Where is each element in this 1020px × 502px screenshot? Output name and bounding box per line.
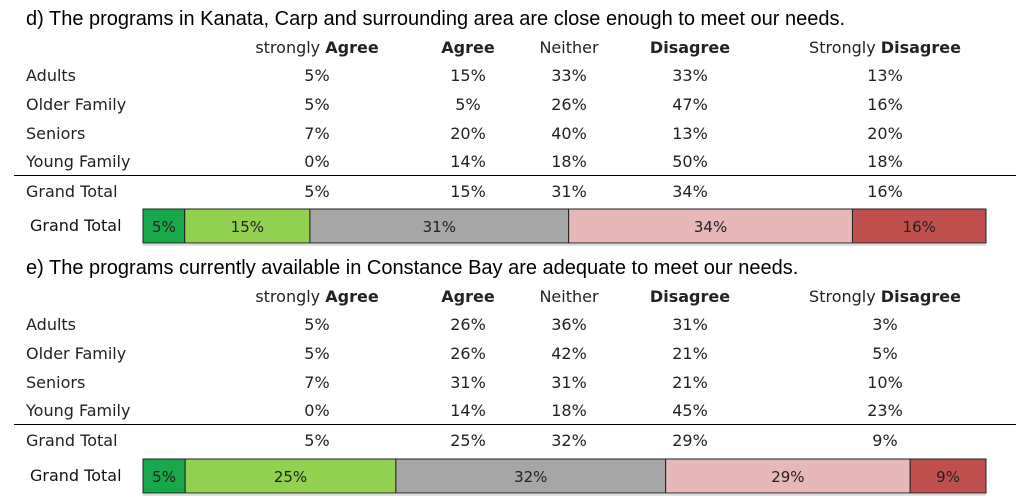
- header-neither: Neither: [539, 287, 599, 306]
- row-label: Grand Total: [26, 431, 118, 450]
- cell-value: 42%: [551, 344, 587, 363]
- bar-segment-strongly-disagree: [851, 208, 987, 244]
- header-agree: Agree: [441, 287, 495, 306]
- cell-value: 5%: [455, 95, 481, 114]
- question-title: e) The programs currently available in C…: [26, 257, 799, 279]
- cell-value: 34%: [672, 182, 708, 201]
- cell-value: 14%: [450, 401, 486, 420]
- bar-segment-agree: [184, 458, 397, 494]
- cell-value: 18%: [551, 401, 587, 420]
- cell-value: 16%: [867, 95, 903, 114]
- cell-value: 26%: [450, 344, 486, 363]
- cell-value: 7%: [304, 124, 330, 143]
- bar-segment-strongly-disagree: [909, 458, 987, 494]
- cell-value: 7%: [304, 373, 330, 392]
- data-label: 32%: [514, 468, 547, 486]
- row-label: Older Family: [26, 95, 127, 114]
- cell-value: 21%: [672, 373, 708, 392]
- cell-value: 31%: [551, 373, 587, 392]
- row-label: Adults: [26, 315, 77, 334]
- cell-value: 31%: [672, 315, 708, 334]
- cell-value: 10%: [867, 373, 903, 392]
- row-label: Grand Total: [26, 182, 118, 201]
- data-label: 31%: [423, 218, 456, 236]
- row-label: Young Family: [26, 401, 131, 420]
- cell-value: 5%: [304, 344, 330, 363]
- cell-value: 0%: [304, 401, 330, 420]
- cell-value: 5%: [304, 431, 330, 450]
- cell-value: 25%: [450, 431, 486, 450]
- section-e: e) The programs currently available in C…: [0, 250, 1020, 502]
- cell-value: 36%: [551, 315, 587, 334]
- row-label: Adults: [26, 66, 77, 85]
- bar-category-label: Grand Total: [30, 466, 122, 485]
- cell-value: 40%: [551, 124, 587, 143]
- cell-value: 15%: [450, 66, 486, 85]
- table-divider: [14, 175, 1016, 176]
- data-label: 16%: [903, 218, 936, 236]
- bar-segment-disagree: [665, 458, 911, 494]
- stacked-bar-chart: 5% 25% 32% 29% 9%: [142, 458, 987, 496]
- bar-segment-disagree: [568, 208, 853, 244]
- row-label: Young Family: [26, 152, 131, 171]
- cell-value: 3%: [872, 315, 898, 334]
- cell-value: 5%: [304, 95, 330, 114]
- header-disagree: Disagree: [649, 287, 731, 306]
- cell-value: 15%: [450, 182, 486, 201]
- data-label: 15%: [231, 218, 264, 236]
- stacked-bar-chart: 5% 15% 31% 34% 16%: [142, 208, 987, 246]
- bar-category-label: Grand Total: [30, 216, 122, 235]
- cell-value: 31%: [551, 182, 587, 201]
- data-label: 9%: [936, 468, 960, 486]
- cell-value: 5%: [304, 182, 330, 201]
- cell-value: 13%: [672, 124, 708, 143]
- bar-segment-strongly-agree: [142, 208, 186, 244]
- cell-value: 5%: [304, 315, 330, 334]
- bar-segment-strongly-agree: [142, 458, 186, 494]
- header-strongly-agree: strongly Agree: [255, 38, 379, 57]
- cell-value: 29%: [672, 431, 708, 450]
- header-agree: Agree: [441, 38, 495, 57]
- cell-value: 21%: [672, 344, 708, 363]
- table-divider: [14, 424, 1016, 425]
- header-strongly-disagree: Strongly Disagree: [809, 287, 961, 306]
- data-label: 5%: [152, 218, 176, 236]
- data-label: 34%: [694, 218, 727, 236]
- cell-value: 18%: [867, 152, 903, 171]
- bar-segment-neither: [309, 208, 570, 244]
- data-label: 5%: [152, 468, 176, 486]
- cell-value: 9%: [872, 431, 898, 450]
- cell-value: 18%: [551, 152, 587, 171]
- cell-value: 26%: [450, 315, 486, 334]
- row-label: Seniors: [26, 373, 86, 392]
- row-label: Seniors: [26, 124, 86, 143]
- cell-value: 0%: [304, 152, 330, 171]
- cell-value: 23%: [867, 401, 903, 420]
- cell-value: 33%: [551, 66, 587, 85]
- cell-value: 31%: [450, 373, 486, 392]
- cell-value: 50%: [672, 152, 708, 171]
- cell-value: 33%: [672, 66, 708, 85]
- cell-value: 14%: [450, 152, 486, 171]
- cell-value: 20%: [450, 124, 486, 143]
- section-d: d) The programs in Kanata, Carp and surr…: [0, 0, 1020, 250]
- data-label: 25%: [274, 468, 307, 486]
- header-strongly-agree: strongly Agree: [255, 287, 379, 306]
- question-title: d) The programs in Kanata, Carp and surr…: [26, 8, 846, 30]
- header-disagree: Disagree: [649, 38, 731, 57]
- data-label: 29%: [771, 468, 804, 486]
- cell-value: 5%: [304, 66, 330, 85]
- cell-value: 45%: [672, 401, 708, 420]
- header-neither: Neither: [539, 38, 599, 57]
- cell-value: 5%: [872, 344, 898, 363]
- cell-value: 26%: [551, 95, 587, 114]
- row-label: Older Family: [26, 344, 127, 363]
- header-strongly-disagree: Strongly Disagree: [809, 38, 961, 57]
- cell-value: 20%: [867, 124, 903, 143]
- cell-value: 47%: [672, 95, 708, 114]
- cell-value: 32%: [551, 431, 587, 450]
- bar-segment-agree: [184, 208, 311, 244]
- cell-value: 16%: [867, 182, 903, 201]
- cell-value: 13%: [867, 66, 903, 85]
